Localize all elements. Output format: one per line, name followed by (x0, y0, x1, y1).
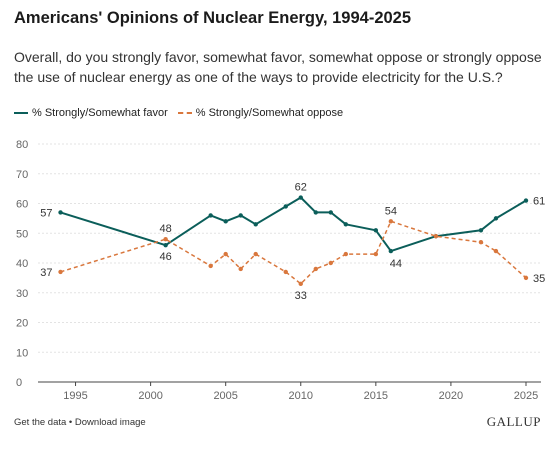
footer-links: Get the data • Download image (14, 417, 146, 428)
favor-point (493, 216, 499, 221)
oppose-point (328, 260, 333, 266)
favor-point (163, 242, 168, 248)
favor-point (223, 219, 228, 224)
legend-swatch-favor (14, 112, 28, 114)
favor-point (313, 210, 318, 215)
favor-point (298, 195, 303, 200)
favor-point (253, 222, 258, 227)
oppose-point (223, 251, 228, 257)
legend-item-favor: % Strongly/Somewhat favor (14, 107, 168, 119)
legend-label-favor: % Strongly/Somewhat favor (32, 107, 168, 119)
get-data-link[interactable]: Get the data (14, 417, 67, 428)
x-tick-label: 2005 (213, 390, 237, 402)
y-tick-label: 10 (16, 347, 28, 359)
data-label: 57 (40, 207, 52, 219)
oppose-point (208, 263, 213, 269)
y-tick-label: 50 (16, 228, 28, 240)
data-label: 33 (295, 290, 307, 302)
y-tick-label: 60 (16, 199, 28, 211)
oppose-point (388, 219, 394, 224)
data-label: 48 (160, 223, 172, 235)
oppose-point (238, 266, 243, 272)
x-axis-ticks: 1995 2000 2005 2010 2015 2020 2025 (63, 382, 538, 402)
oppose-point (343, 251, 349, 257)
oppose-point (298, 281, 303, 287)
data-label: 37 (40, 267, 52, 279)
download-image-link[interactable]: Download image (74, 417, 146, 428)
x-tick-label: 2025 (514, 390, 538, 402)
data-label: 35 (533, 273, 545, 285)
favor-point (343, 222, 349, 227)
data-label: 62 (295, 182, 307, 194)
oppose-point (523, 275, 529, 281)
favor-line (60, 196, 527, 253)
data-label: 44 (390, 258, 402, 270)
legend-item-oppose: % Strongly/Somewhat oppose (177, 107, 344, 119)
favor-point (283, 204, 288, 209)
oppose-point (433, 234, 439, 239)
favor-point (523, 198, 529, 203)
oppose-line (60, 220, 527, 285)
oppose-point (253, 251, 258, 257)
chart-series (58, 195, 529, 287)
favor-point (238, 213, 243, 218)
y-tick-label: 70 (16, 169, 28, 181)
y-tick-label: 40 (16, 258, 28, 270)
x-tick-label: 2010 (289, 390, 313, 402)
footer-separator: • (66, 417, 75, 428)
legend-label-oppose: % Strongly/Somewhat oppose (195, 107, 344, 119)
legend-swatch-oppose (177, 112, 192, 114)
oppose-point (373, 251, 379, 257)
favor-point (58, 210, 63, 215)
y-tick-label: 30 (16, 288, 28, 300)
data-label: 46 (160, 251, 172, 263)
x-tick-label: 2020 (439, 390, 463, 402)
favor-point (388, 248, 394, 254)
legend: % Strongly/Somewhat favor % Strongly/Som… (14, 107, 353, 119)
favor-point (373, 228, 379, 233)
chart-grid (38, 143, 541, 383)
favor-point (328, 210, 333, 215)
favor-point (208, 213, 213, 218)
x-tick-label: 2000 (138, 390, 162, 402)
x-tick-label: 1995 (63, 390, 87, 402)
chart-title: Americans' Opinions of Nuclear Energy, 1… (14, 9, 412, 27)
y-axis-ticks: 0 10 20 30 40 50 60 70 80 (16, 139, 28, 389)
favor-point (478, 228, 484, 233)
gallup-logo: GALLUP (486, 414, 541, 429)
data-label: 54 (385, 205, 397, 217)
x-tick-label: 2015 (364, 390, 388, 402)
oppose-point (313, 266, 318, 272)
oppose-point (478, 239, 484, 245)
oppose-point (58, 269, 63, 275)
y-tick-label: 20 (16, 318, 28, 330)
data-label: 61 (533, 196, 545, 208)
chart-subtitle: Overall, do you strongly favor, somewhat… (14, 49, 542, 85)
oppose-point (283, 269, 288, 275)
oppose-point (163, 237, 168, 242)
y-tick-label: 0 (16, 377, 22, 389)
data-labels: 57 46 62 44 61 37 48 33 54 35 (40, 182, 545, 302)
y-tick-label: 80 (16, 139, 28, 151)
oppose-point (493, 248, 499, 254)
